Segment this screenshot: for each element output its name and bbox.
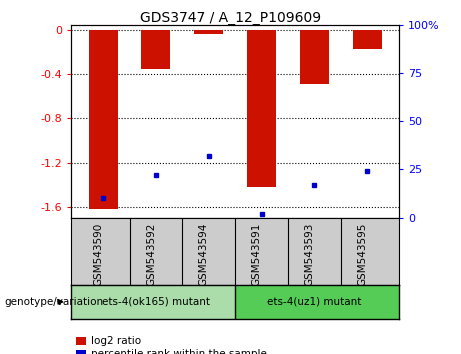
Bar (247, 30, 276, 187)
Bar (194, 30, 223, 34)
Text: genotype/variation: genotype/variation (5, 297, 104, 307)
Text: GSM543592: GSM543592 (146, 223, 156, 286)
Bar (76, 350, 86, 354)
Bar (142, 30, 171, 69)
Bar (89, 30, 118, 209)
Text: GSM543590: GSM543590 (93, 223, 103, 286)
Text: ets-4(uz1) mutant: ets-4(uz1) mutant (267, 297, 361, 307)
Text: percentile rank within the sample: percentile rank within the sample (91, 349, 267, 354)
Bar (76, 337, 86, 345)
Text: GSM543591: GSM543591 (252, 223, 261, 286)
Text: GDS3747 / A_12_P109609: GDS3747 / A_12_P109609 (140, 11, 321, 25)
Bar (300, 30, 329, 84)
Text: log2 ratio: log2 ratio (91, 336, 141, 346)
Bar (71, 285, 235, 319)
Bar (353, 30, 382, 49)
Text: GSM543595: GSM543595 (357, 223, 367, 286)
Text: GSM543594: GSM543594 (199, 223, 209, 286)
Text: GSM543593: GSM543593 (304, 223, 314, 286)
Text: ets-4(ok165) mutant: ets-4(ok165) mutant (102, 297, 210, 307)
Bar (235, 285, 399, 319)
